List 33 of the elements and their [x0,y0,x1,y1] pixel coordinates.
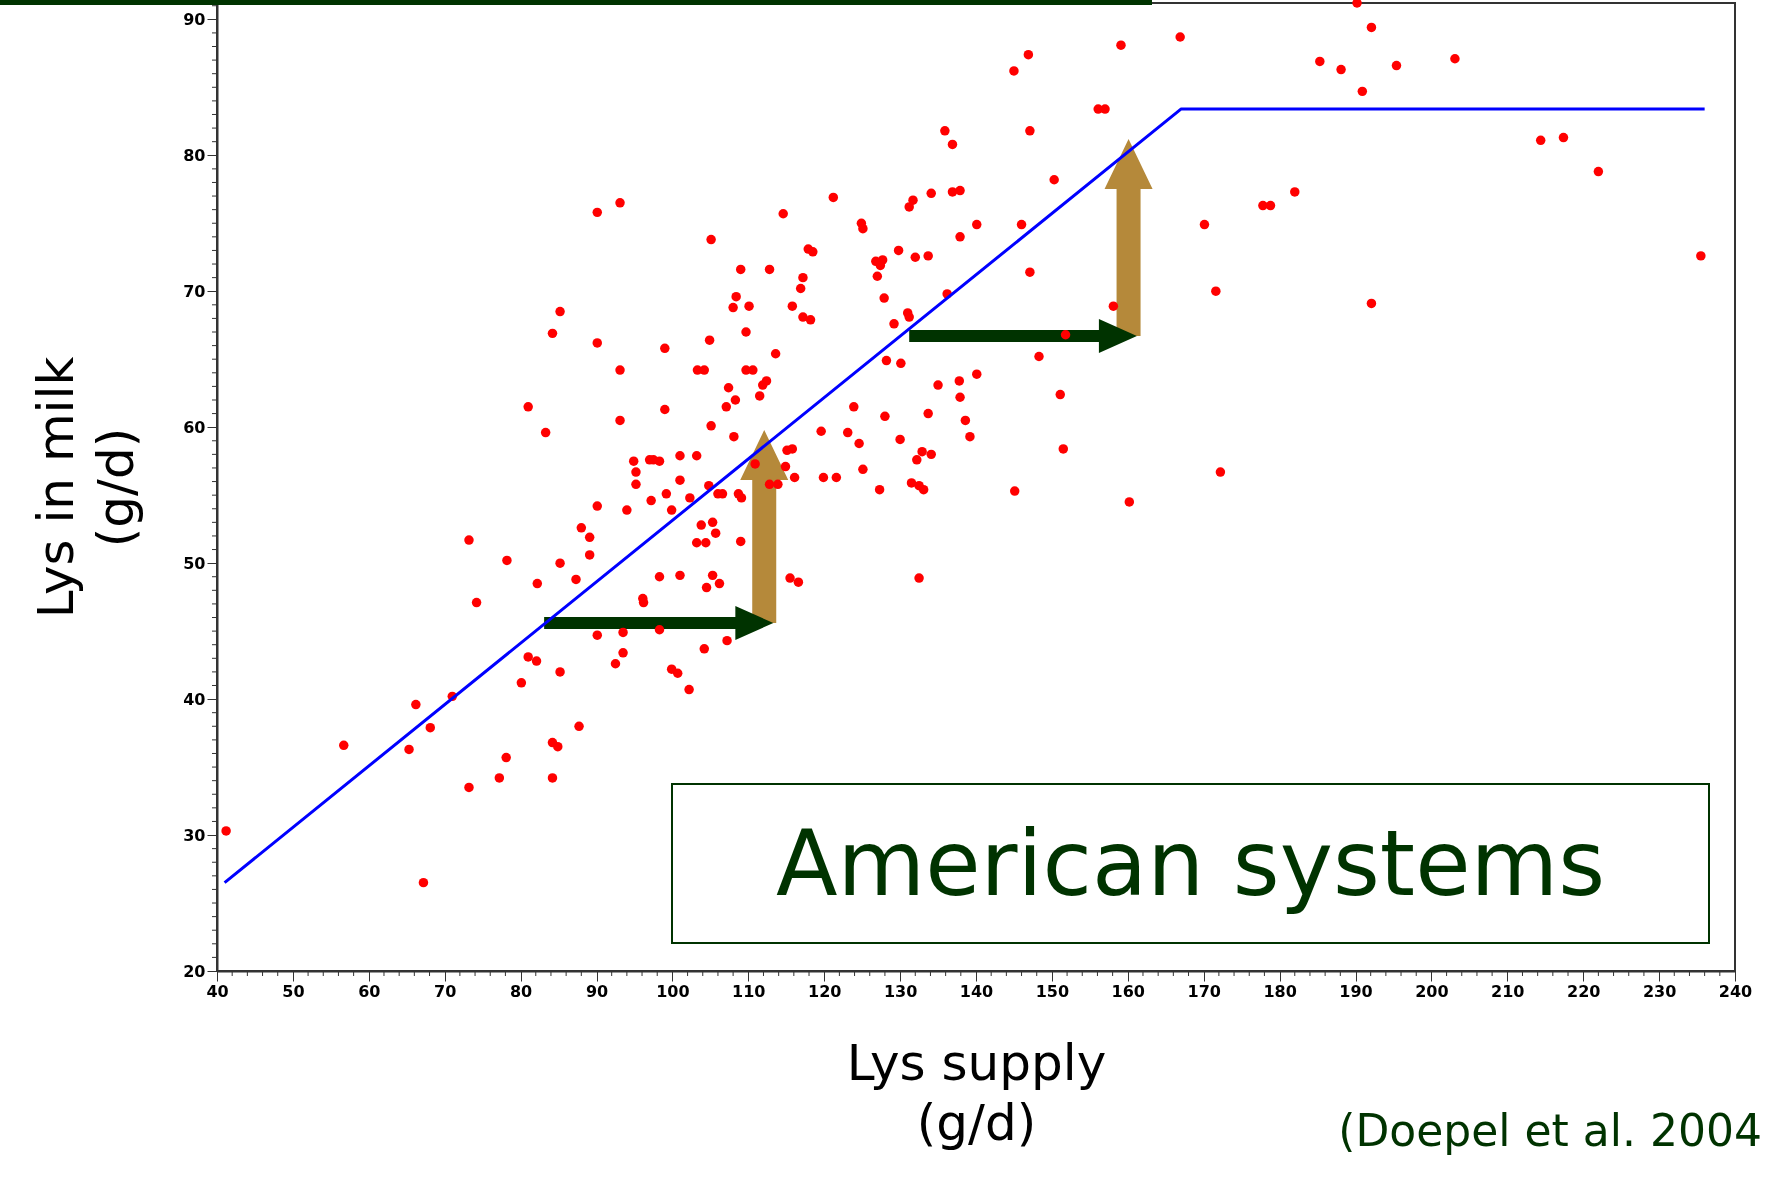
x-tick-label: 220 [1567,981,1601,1001]
x-tick-label: 210 [1491,981,1525,1001]
x-tick-label: 230 [1642,981,1677,1001]
x-tick-label: 190 [1339,981,1373,1001]
x-tick-label: 40 [206,981,229,1001]
y-tick-label: 20 [183,961,206,981]
annotation: American systems [671,783,1710,944]
x-tick-label: 70 [434,981,457,1001]
x-tick-label: 50 [282,981,305,1001]
x-tick-label: 180 [1263,981,1297,1001]
y-tick-label: 80 [183,145,206,165]
y-tick-label: 90 [183,9,206,29]
x-tick-label: 90 [585,981,609,1001]
x-tick-label: 100 [656,981,690,1001]
text: (Doepel et al. 2004 [1338,1105,1762,1156]
y-tick-label: 70 [183,281,206,301]
x-tick-label: 110 [732,981,766,1001]
x-tick-label: 80 [509,981,533,1001]
y-tick-label: 30 [183,825,206,845]
y-axis-title: Lys in milk (g/d) [27,356,146,619]
y-tick-label: 40 [183,689,206,709]
x-tick-label: 140 [959,981,994,1001]
x-tick-label: 150 [1035,981,1070,1001]
x-tick-label: 120 [808,981,842,1001]
x-tick-label: 240 [1718,981,1753,1001]
x-tick-label: 170 [1187,981,1221,1001]
x-axis-title: Lys supply (g/d) [846,1033,1107,1152]
x-tick-label: 130 [883,981,918,1001]
y-tick-label: 60 [183,417,206,437]
x-tick-label: 200 [1415,981,1449,1001]
y-tick-label: 50 [183,553,206,573]
x-tick-label: 160 [1111,981,1145,1001]
x-tick-label: 60 [358,981,381,1001]
